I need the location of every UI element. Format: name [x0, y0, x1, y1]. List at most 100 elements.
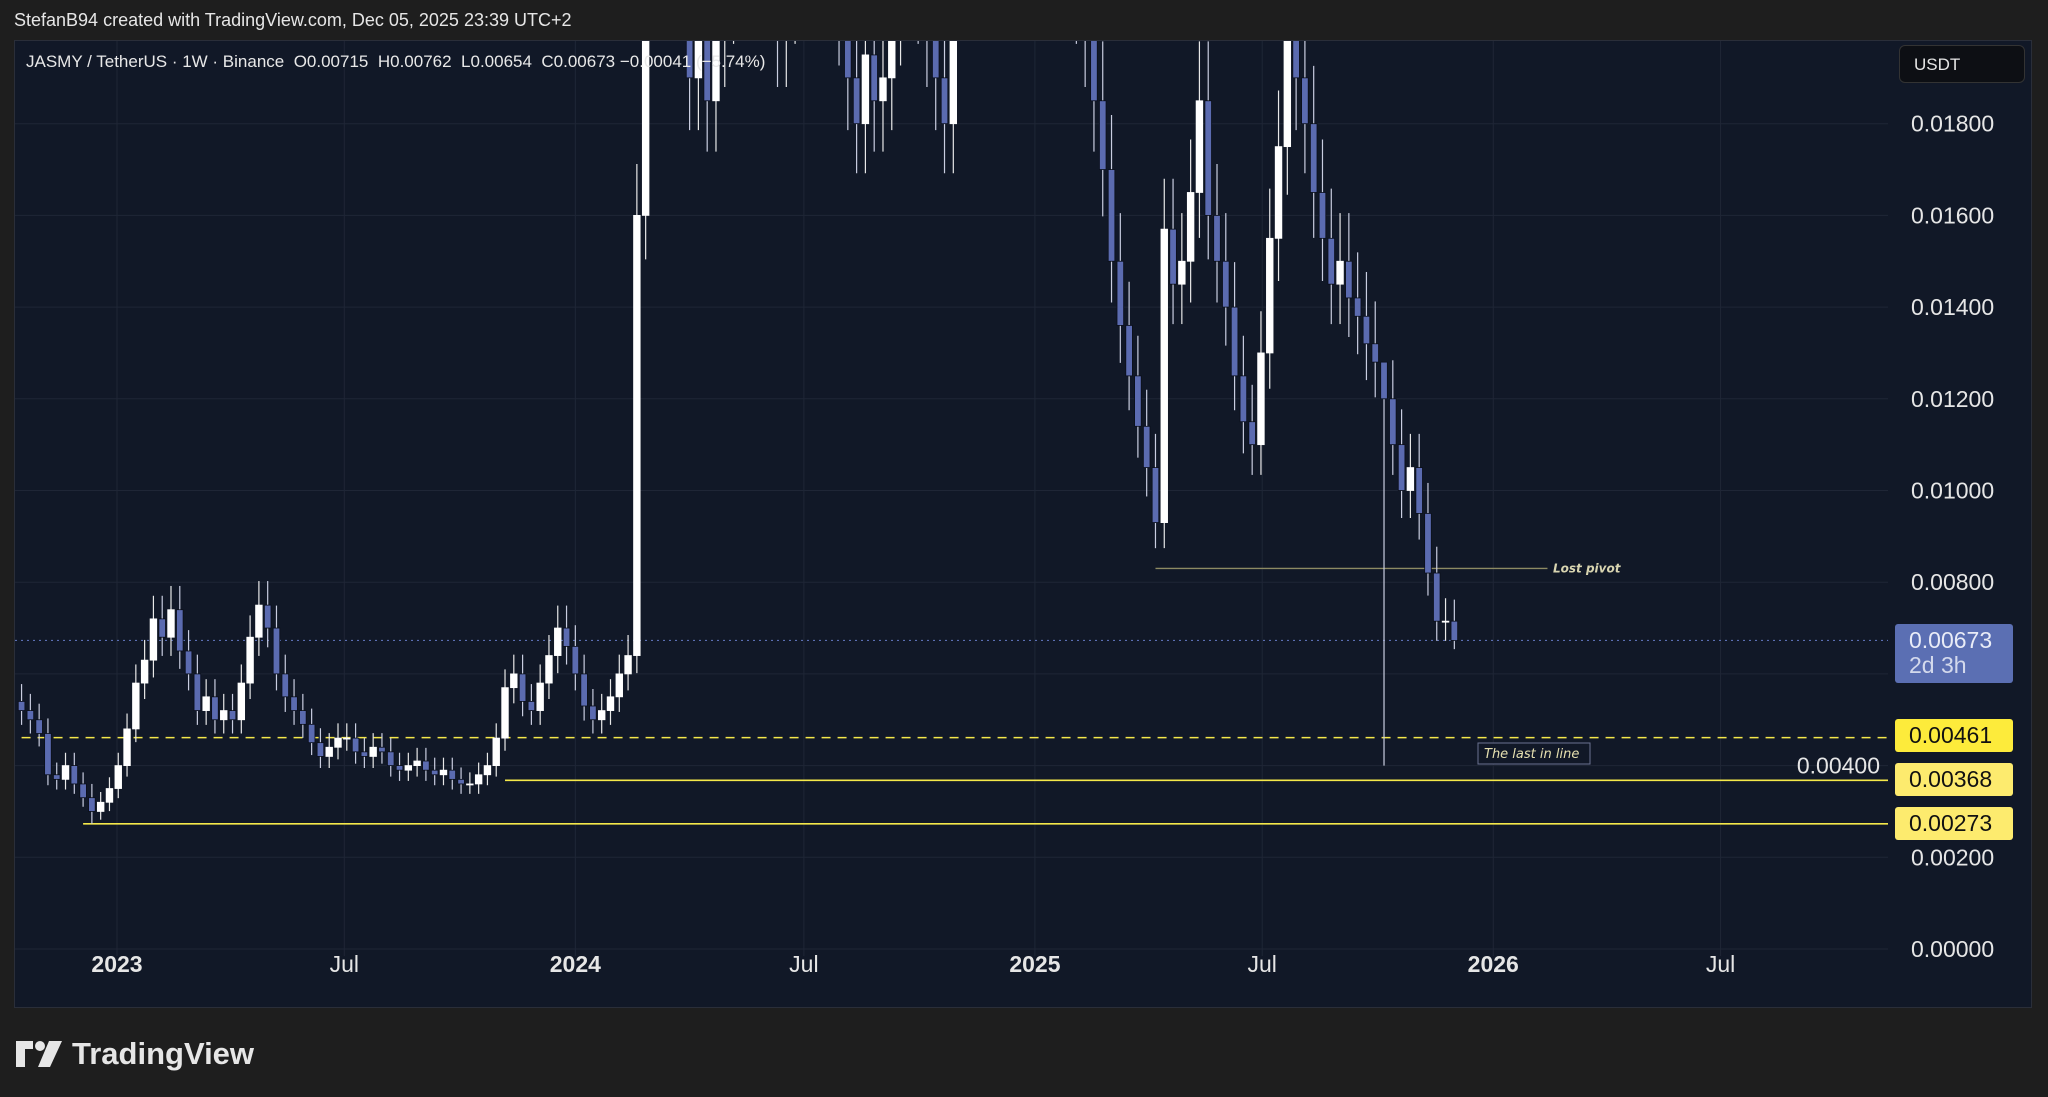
- candle-down: [1125, 325, 1133, 377]
- candle-down: [281, 673, 289, 698]
- currency-unit-button[interactable]: USDT: [1899, 45, 2025, 83]
- candle-down: [685, 41, 694, 79]
- brand-name: TradingView: [72, 1036, 255, 1071]
- candle-down: [1099, 100, 1107, 170]
- candle-up: [167, 609, 175, 638]
- candle-down: [940, 77, 949, 125]
- candle-up: [492, 737, 500, 767]
- candle-up: [879, 77, 887, 102]
- candle-down: [272, 627, 281, 675]
- candle-down: [527, 701, 536, 711]
- candle-up: [61, 765, 70, 780]
- candle-down: [1345, 260, 1353, 299]
- last-in-line-label: The last in line: [1484, 747, 1579, 762]
- candle-down: [17, 701, 26, 711]
- candle-up: [413, 760, 421, 767]
- candle-down: [1169, 228, 1177, 285]
- chart-pane[interactable]: 2023 Jul 2024 Jul 2025 Jul 2026 Jul 0.00000 0.002…: [14, 40, 2032, 1008]
- candle-up: [949, 41, 958, 125]
- level-tag-2: 0.00368: [1895, 763, 2013, 796]
- candle-down: [1397, 444, 1406, 491]
- lost-pivot-label: Lost pivot: [1553, 561, 1622, 575]
- candle-up: [439, 769, 448, 776]
- legend-change: −0.00041 (−5.74%): [619, 52, 766, 71]
- candle-up: [861, 54, 870, 125]
- candle-down: [316, 742, 325, 757]
- y-tick-label: 0.01800: [1911, 111, 1994, 137]
- candle-up: [1186, 192, 1195, 262]
- x-tick-label: 2023: [91, 951, 142, 977]
- candle-down: [299, 710, 307, 725]
- candle-down: [53, 774, 61, 780]
- candle-down: [1292, 41, 1300, 79]
- candle-up: [123, 728, 131, 766]
- candle-down: [1433, 572, 1441, 622]
- tradingview-logo[interactable]: TradingView: [16, 1036, 254, 1072]
- candle-down: [1151, 467, 1160, 523]
- candle-up: [554, 627, 562, 656]
- candle-up: [334, 737, 342, 748]
- candle-down: [1204, 100, 1212, 216]
- candle-down: [1142, 425, 1151, 468]
- candle-down: [44, 733, 52, 776]
- candle-down: [211, 696, 219, 721]
- candle-up: [483, 765, 492, 776]
- candle-down: [395, 765, 404, 771]
- candle-up: [633, 214, 641, 656]
- candle-down: [158, 618, 166, 638]
- candle-down: [290, 696, 298, 711]
- legend-low: L0.00654: [461, 52, 532, 71]
- candle-up: [624, 655, 632, 675]
- candle-up: [369, 746, 377, 757]
- candle-up: [1406, 467, 1415, 491]
- y-tick-label: 0.00800: [1911, 569, 1994, 595]
- y-tick-label: 0.01200: [1911, 386, 1994, 412]
- tradingview-logo-icon: [16, 1041, 62, 1067]
- candle-up: [1283, 41, 1292, 148]
- candle-up: [246, 636, 254, 684]
- candle-up: [96, 801, 105, 812]
- level-tag-1: 0.00461: [1895, 719, 2013, 752]
- candle-down: [1301, 77, 1309, 125]
- candle-up: [501, 687, 509, 739]
- candle-down: [518, 673, 527, 702]
- x-tick-label: 2026: [1468, 951, 1519, 977]
- candle-down: [1230, 306, 1239, 377]
- candle-up: [510, 673, 518, 689]
- candle-down: [589, 705, 597, 721]
- candle-down: [1213, 214, 1221, 262]
- candle-up: [404, 765, 413, 771]
- legend-close: C0.00673: [541, 52, 616, 71]
- candle-down: [26, 710, 35, 721]
- candle-down: [360, 751, 369, 757]
- candle-up: [1160, 228, 1168, 523]
- candle-down: [1380, 361, 1388, 400]
- current-price-tag: 0.00673 2d 3h: [1895, 624, 2013, 683]
- candle-down: [1450, 620, 1459, 641]
- y-tick-label: 0.00000: [1911, 936, 1994, 962]
- candle-up: [220, 710, 228, 721]
- candle-up: [1336, 260, 1344, 285]
- candle-down: [387, 751, 395, 766]
- candle-up: [202, 696, 210, 711]
- candle-down: [88, 797, 96, 812]
- candle-down: [1222, 260, 1230, 308]
- candle-down: [448, 769, 456, 780]
- candle-up: [255, 604, 263, 638]
- candle-up: [466, 783, 474, 786]
- candle-down: [422, 760, 430, 771]
- last-in-line-box: [1477, 742, 1591, 765]
- candle-down: [703, 41, 711, 102]
- candle-up: [1266, 237, 1274, 354]
- candle-down: [430, 769, 439, 776]
- x-tick-label: 2025: [1009, 951, 1060, 977]
- candlestick-chart[interactable]: 2023 Jul 2024 Jul 2025 Jul 2026 Jul 0.00000 0.002…: [15, 41, 2032, 1008]
- y-tick-label: 0.00200: [1911, 844, 1994, 870]
- candle-down: [35, 719, 43, 734]
- candle-down: [580, 673, 588, 707]
- symbol-name[interactable]: JASMY / TetherUS · 1W · Binance: [26, 52, 285, 71]
- candle-up: [132, 682, 140, 730]
- candle-up: [1257, 352, 1265, 446]
- candle-down: [1327, 237, 1335, 285]
- candle-down: [1424, 513, 1432, 574]
